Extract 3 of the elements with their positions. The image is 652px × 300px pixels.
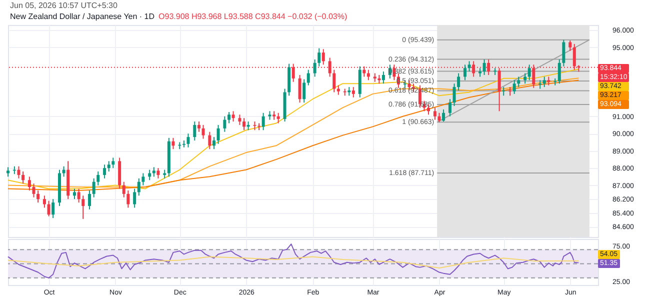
text: Jun 05, 2026 10:57 UTC+5:30 bbox=[10, 0, 118, 11]
chart-title: New Zealand Dollar / Japanese Yen · 1D bbox=[10, 12, 155, 21]
chart-subtitle: O93.908 H93.968 L93.588 C93.844 −0.032 (−0.03%) bbox=[158, 12, 348, 21]
